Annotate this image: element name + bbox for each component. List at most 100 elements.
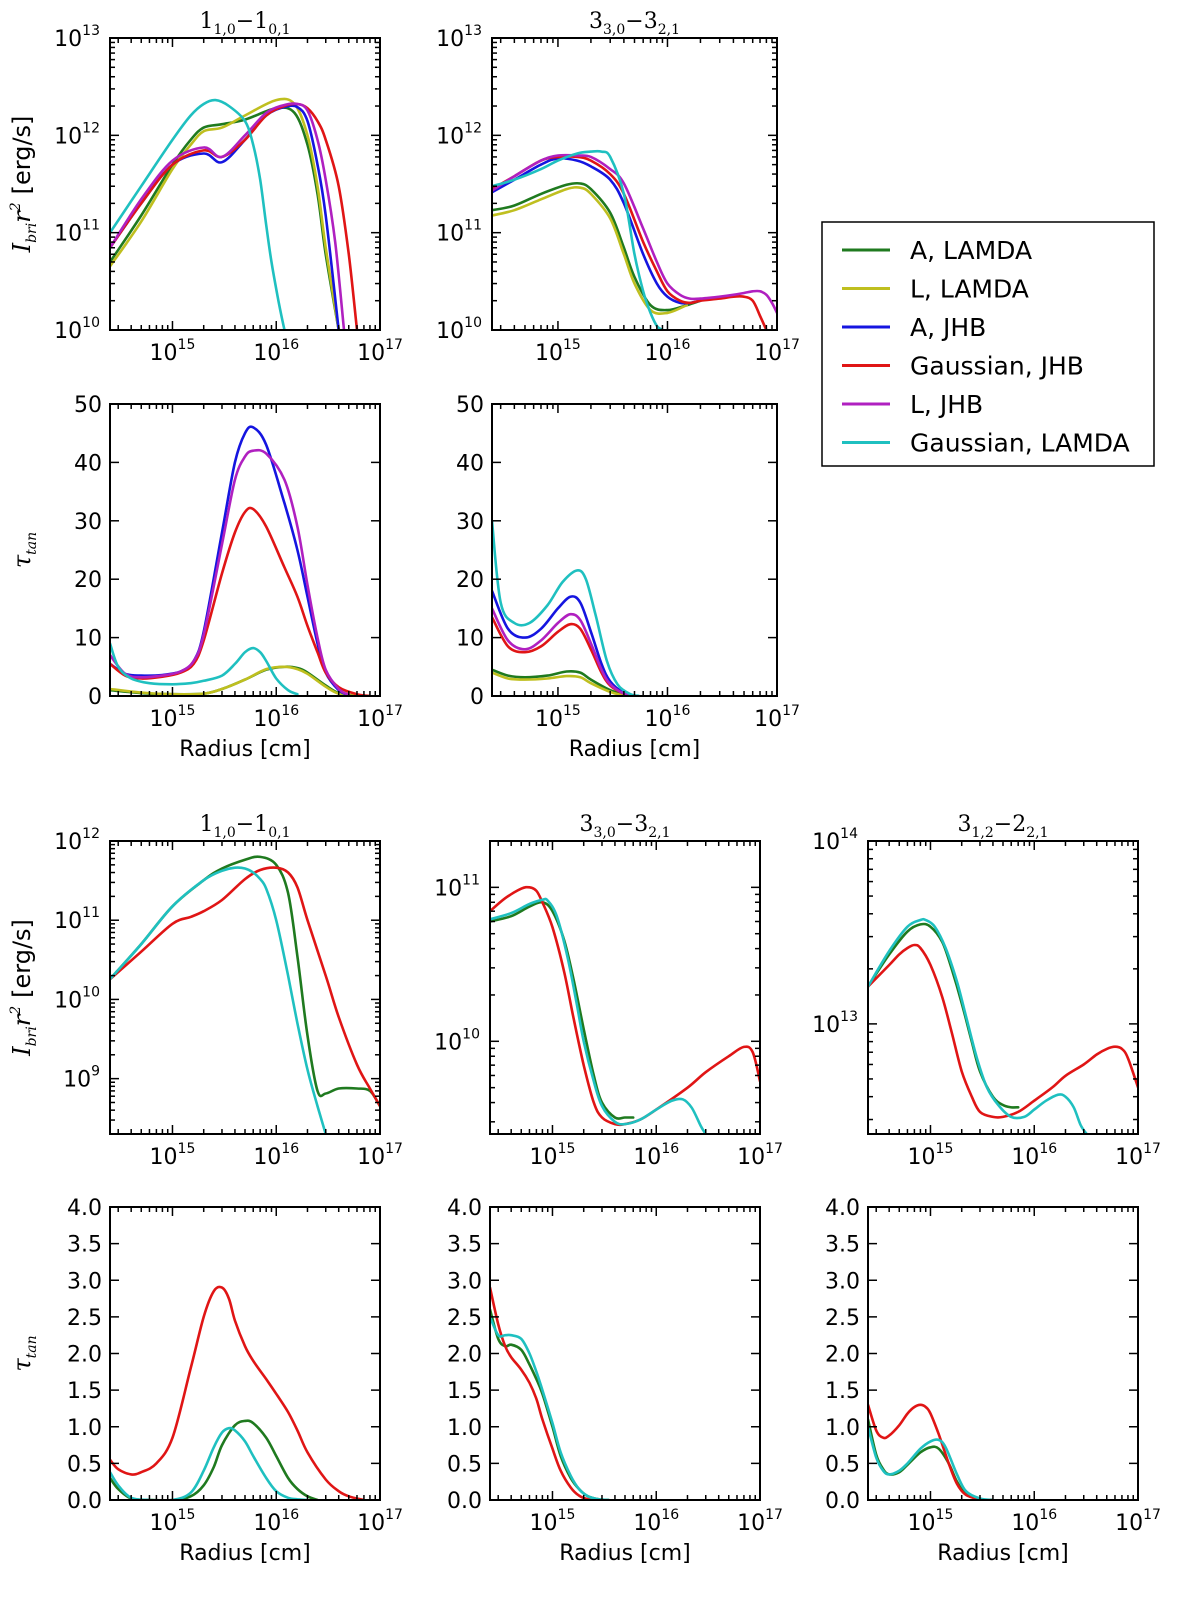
y-tick-label: 1.5 [825, 1379, 860, 1404]
panel-p5: 1015 1016 1017 109 1010 1011 1012 11,0−10,1 Ibri… [8, 812, 403, 1170]
y-tick-label: 3.5 [67, 1233, 102, 1258]
y-tick-label: 1010 [434, 1026, 480, 1055]
x-tick-label: 1016 [253, 337, 299, 366]
plot-frame [867, 840, 1139, 1135]
x-tick-label: 1017 [737, 1507, 783, 1536]
x-tick-label: 1015 [530, 1141, 576, 1170]
series-line-gaussian-lamda [492, 519, 641, 696]
series-line-gaussian-jhb [110, 866, 380, 1108]
y-tick-label: 0.5 [447, 1452, 482, 1477]
series-line-a-lamda [490, 900, 635, 1120]
legend-label: L, LAMDA [910, 275, 1029, 304]
y-tick-label: 1013 [54, 23, 100, 52]
y-axis-label: τtan [8, 1335, 40, 1371]
y-tick-label: 3.5 [447, 1233, 482, 1258]
panel-title: 33,0−32,1 [589, 9, 680, 38]
y-tick-label: 1011 [54, 218, 100, 247]
x-tick-label: 1016 [633, 1141, 679, 1170]
x-tick-label: 1015 [908, 1507, 954, 1536]
series-line-a-lamda [492, 181, 702, 312]
x-axis-label: Radius [cm] [179, 1541, 310, 1566]
y-tick-label: 0.5 [825, 1452, 860, 1477]
y-tick-label: 40 [456, 451, 484, 476]
y-tick-label: 0.0 [825, 1489, 860, 1514]
y-tick-label: 1012 [54, 120, 100, 149]
panel-title: 33,0−32,1 [580, 812, 671, 841]
x-tick-label: 1015 [150, 703, 196, 732]
x-axis-label: Radius [cm] [559, 1541, 690, 1566]
x-tick-label: 1017 [754, 337, 800, 366]
series-line-gaussian-lamda [492, 149, 664, 330]
y-tick-label: 50 [74, 393, 102, 418]
legend-label: A, JHB [910, 313, 986, 342]
series-line-a-jhb [492, 589, 636, 696]
y-tick-label: 10 [456, 627, 484, 652]
legend-label: L, JHB [910, 390, 983, 419]
y-tick-label: 1.0 [447, 1416, 482, 1441]
series-line-l-jhb [492, 153, 777, 315]
panel-title: 11,0−10,1 [200, 812, 291, 841]
series-line-a-jhb [492, 156, 702, 305]
series-line-gaussian-lamda [110, 98, 286, 330]
panel-p1: 1015 1016 1017 1010 1011 1012 1013 11,0−10,1 Ibr… [8, 9, 403, 366]
x-tick-label: 1016 [1011, 1507, 1057, 1536]
y-tick-label: 3.0 [67, 1269, 102, 1294]
legend-label: Gaussian, LAMDA [910, 429, 1130, 458]
series-group [110, 425, 372, 696]
y-tick-label: 3.0 [447, 1269, 482, 1294]
series-line-gaussian-lamda [110, 866, 327, 1134]
y-tick-label: 2.0 [825, 1343, 860, 1368]
x-tick-label: 1015 [535, 337, 581, 366]
y-tick-label: 2.5 [825, 1306, 860, 1331]
series-line-a-lamda [110, 855, 380, 1108]
plot-frame [109, 840, 381, 1135]
series-line-l-lamda [492, 185, 689, 315]
series-line-gaussian-jhb [492, 155, 768, 330]
x-tick-label: 1017 [737, 1141, 783, 1170]
y-tick-label: 1011 [434, 872, 480, 901]
y-tick-label: 3.0 [825, 1269, 860, 1294]
y-tick-label: 30 [456, 510, 484, 535]
plot-frame [109, 1206, 381, 1501]
y-tick-label: 20 [74, 568, 102, 593]
series-line-a-jhb [110, 425, 351, 696]
y-tick-label: 0 [470, 685, 484, 710]
y-tick-label: 20 [456, 568, 484, 593]
series-group [492, 519, 641, 696]
series-line-l-jhb [492, 607, 636, 696]
series-line-gaussian-jhb [868, 1403, 995, 1500]
series-group [492, 149, 777, 330]
series-group [110, 855, 380, 1134]
series-group [490, 885, 760, 1134]
y-tick-label: 1013 [812, 1009, 858, 1038]
legend-box [821, 221, 1155, 467]
y-tick-label: 2.5 [67, 1306, 102, 1331]
series-line-gaussian-jhb [490, 1286, 601, 1500]
series-line-gaussian-jhb [490, 885, 760, 1127]
panel-p7: 1015 1016 1017 1013 1014 31,2−22,1 [812, 812, 1161, 1170]
series-line-gaussian-jhb [110, 1285, 366, 1500]
y-tick-label: 2.5 [447, 1306, 482, 1331]
legend-label: Gaussian, JHB [910, 352, 1084, 381]
x-tick-label: 1016 [253, 1141, 299, 1170]
series-line-gaussian-lamda [110, 642, 299, 696]
series-line-gaussian-lamda [110, 1426, 309, 1500]
plot-frame [867, 1206, 1139, 1501]
y-tick-label: 2.0 [67, 1343, 102, 1368]
y-axis-label: τtan [8, 532, 40, 568]
panel-p2: 1015 1016 1017 1010 1011 1012 1013 33,0−32,1 [436, 9, 800, 366]
y-tick-label: 1011 [436, 218, 482, 247]
y-tick-label: 1014 [812, 826, 858, 855]
series-line-gaussian-lamda [490, 897, 707, 1134]
series-line-a-lamda [490, 1308, 611, 1500]
series-line-gaussian-jhb [868, 943, 1138, 1119]
y-tick-label: 1010 [54, 984, 100, 1013]
y-tick-label: 1010 [436, 315, 482, 344]
x-tick-label: 1015 [530, 1507, 576, 1536]
plot-frame [491, 403, 778, 697]
x-tick-label: 1017 [1115, 1141, 1161, 1170]
x-axis-label: Radius [cm] [569, 737, 700, 762]
series-group [110, 1285, 366, 1500]
